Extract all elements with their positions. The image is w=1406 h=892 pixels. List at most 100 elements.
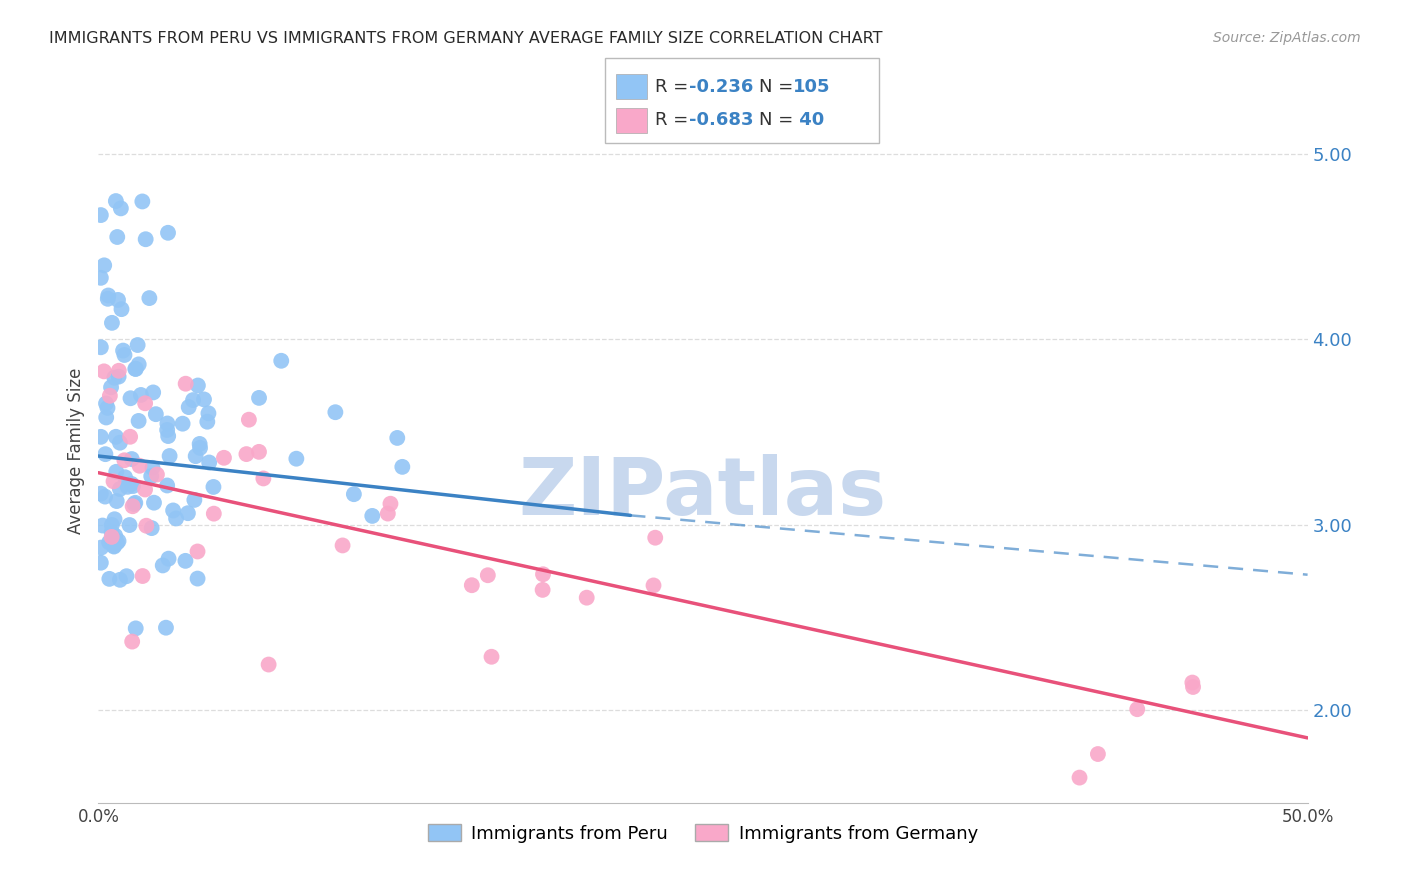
Point <box>134 396 156 410</box>
Point <box>143 496 166 510</box>
Point <box>195 415 218 429</box>
Point <box>90 556 112 570</box>
Text: ZIPatlas: ZIPatlas <box>519 454 887 532</box>
Text: Source: ZipAtlas.com: Source: ZipAtlas.com <box>1213 31 1361 45</box>
Point <box>174 554 197 568</box>
Point <box>1069 771 1091 785</box>
Point <box>121 634 143 648</box>
Point <box>105 494 128 508</box>
Point <box>128 458 150 473</box>
Point <box>90 208 112 222</box>
Point <box>380 497 402 511</box>
Point <box>93 364 115 378</box>
Point <box>108 364 131 378</box>
Point <box>112 453 135 467</box>
Point <box>105 536 128 550</box>
Point <box>107 534 129 549</box>
Point <box>112 343 135 358</box>
Point <box>98 389 121 403</box>
Point <box>114 348 136 362</box>
Point <box>103 475 125 489</box>
Point <box>202 480 225 494</box>
Point <box>118 518 141 533</box>
Point <box>120 430 142 444</box>
Point <box>1126 702 1149 716</box>
Point <box>387 431 409 445</box>
Point <box>481 649 503 664</box>
Point <box>94 396 117 410</box>
Point <box>131 569 153 583</box>
Point <box>90 541 112 555</box>
Point <box>165 511 187 525</box>
Text: R =: R = <box>655 112 689 129</box>
Point <box>94 447 117 461</box>
Point <box>156 423 179 437</box>
Text: N =: N = <box>759 78 793 95</box>
Point <box>325 405 347 419</box>
Point <box>124 497 146 511</box>
Point <box>377 507 399 521</box>
Point <box>100 525 122 540</box>
Point <box>128 414 150 428</box>
Point <box>127 338 149 352</box>
Point <box>105 465 128 479</box>
Point <box>145 407 167 421</box>
Point <box>177 400 200 414</box>
Point <box>101 316 124 330</box>
Point <box>285 451 308 466</box>
Point <box>1182 680 1205 694</box>
Point <box>121 452 143 467</box>
Point <box>157 551 180 566</box>
Point <box>131 194 153 209</box>
Point <box>128 357 150 371</box>
Point <box>141 460 163 475</box>
Point <box>197 406 219 420</box>
Point <box>461 578 484 592</box>
Point <box>156 417 179 431</box>
Point <box>193 392 215 407</box>
Point <box>187 378 209 392</box>
Point <box>121 500 143 514</box>
Point <box>104 529 127 543</box>
Point <box>391 459 413 474</box>
Point <box>103 540 125 554</box>
Text: N =: N = <box>759 112 793 129</box>
Point <box>110 302 132 317</box>
Text: R =: R = <box>655 78 689 95</box>
Point <box>247 391 270 405</box>
Point <box>172 417 194 431</box>
Point <box>188 441 211 455</box>
Point <box>125 621 148 635</box>
Point <box>141 469 163 483</box>
Point <box>477 568 499 582</box>
Point <box>181 393 204 408</box>
Point <box>1087 747 1109 761</box>
Point <box>184 449 207 463</box>
Point <box>107 369 129 384</box>
Point <box>361 508 384 523</box>
Point <box>187 572 209 586</box>
Point <box>212 450 235 465</box>
Point <box>531 567 554 582</box>
Point <box>125 362 148 376</box>
Point <box>96 410 118 425</box>
Point <box>93 258 115 272</box>
Point <box>100 530 122 544</box>
Point <box>146 467 169 482</box>
Point <box>90 340 112 354</box>
Point <box>186 544 208 558</box>
Point <box>198 455 221 469</box>
Point <box>188 437 211 451</box>
Point <box>174 376 197 391</box>
Point <box>270 353 292 368</box>
Point <box>100 380 122 394</box>
Point <box>177 506 200 520</box>
Point <box>202 507 225 521</box>
Legend: Immigrants from Peru, Immigrants from Germany: Immigrants from Peru, Immigrants from Ge… <box>420 817 986 850</box>
Point <box>114 470 136 484</box>
Point <box>644 531 666 545</box>
Text: IMMIGRANTS FROM PERU VS IMMIGRANTS FROM GERMANY AVERAGE FAMILY SIZE CORRELATION : IMMIGRANTS FROM PERU VS IMMIGRANTS FROM … <box>49 31 883 46</box>
Text: -0.683: -0.683 <box>689 112 754 129</box>
Point <box>124 496 146 510</box>
Point <box>142 385 165 400</box>
